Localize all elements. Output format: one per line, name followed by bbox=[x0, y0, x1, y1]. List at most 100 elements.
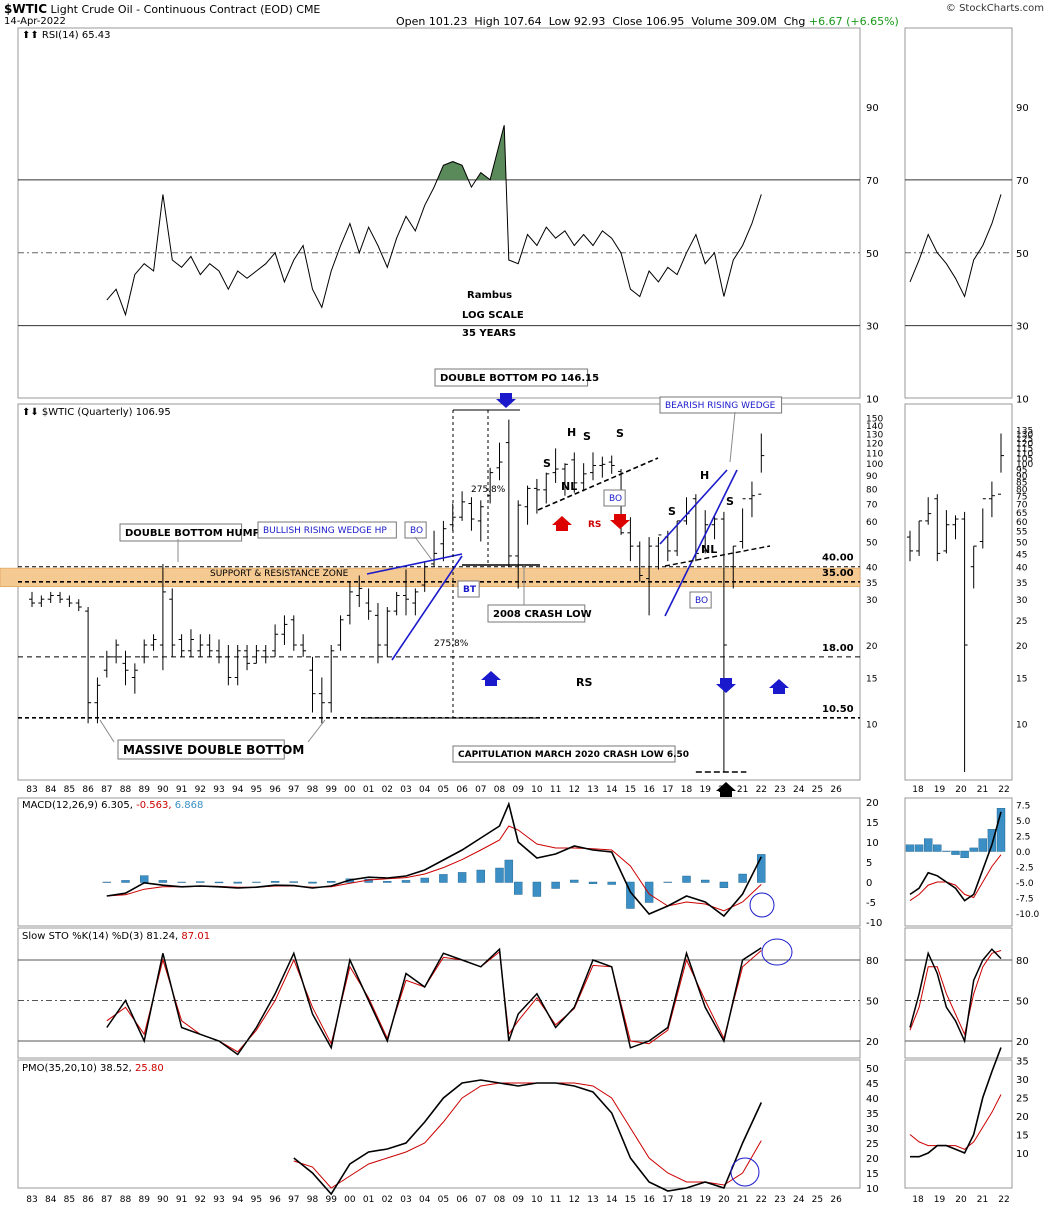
annotation-bt: BT bbox=[463, 585, 477, 595]
x-tick-label: 15 bbox=[625, 785, 636, 795]
price-bar bbox=[57, 591, 64, 604]
x-tick-label-bottom: 96 bbox=[269, 1195, 281, 1205]
annotation-rs-main: RS bbox=[576, 676, 592, 689]
mini-price-tick-label: 95 bbox=[1016, 466, 1027, 476]
price-bar bbox=[159, 563, 166, 671]
mini-price-tick-label: 45 bbox=[1016, 550, 1027, 560]
price-bar bbox=[496, 442, 503, 481]
pmo-tick-label: 35 bbox=[866, 1109, 879, 1120]
x-tick-label: 26 bbox=[830, 785, 842, 795]
price-bar bbox=[655, 534, 662, 570]
annotation-hs-letter: H bbox=[700, 469, 709, 482]
pmo-highlight-circle bbox=[730, 1157, 760, 1187]
mini-price-tick-label: 70 bbox=[1016, 500, 1028, 510]
mini-macd-tick-label: -10.0 bbox=[1016, 910, 1040, 920]
price-bar bbox=[720, 511, 727, 772]
macd-legend-part: MACD(12,26,9) bbox=[22, 800, 101, 811]
price-bar bbox=[365, 588, 372, 620]
price-bar bbox=[356, 575, 363, 607]
mini-rsi-tick-label: 90 bbox=[1016, 103, 1029, 114]
support-resistance-zone bbox=[0, 567, 861, 588]
x-tick-label-bottom: 13 bbox=[587, 1195, 598, 1205]
mini-price-bar bbox=[934, 494, 941, 562]
chart-date: 14-Apr-2022 bbox=[4, 16, 66, 27]
annotation-hs-letter: S bbox=[616, 427, 624, 440]
mini-price-tick-label: 15 bbox=[1016, 674, 1027, 684]
high-label: High bbox=[474, 15, 500, 28]
macd-histogram-bar bbox=[401, 880, 411, 883]
mini-price-tick-label: 10 bbox=[1016, 720, 1028, 730]
rsi-overbought-fill bbox=[437, 161, 469, 180]
price-bar bbox=[599, 456, 606, 478]
annotation-bearish-rising-wedge: BEARISH RISING WEDGE bbox=[665, 401, 776, 411]
x-tick-label: 98 bbox=[307, 785, 319, 795]
bearish-wedge-lower-line bbox=[664, 469, 738, 617]
macd-histogram-bar bbox=[439, 874, 448, 883]
x-tick-label-bottom: 21 bbox=[737, 1195, 748, 1205]
x-tick-label-bottom: 15 bbox=[625, 1195, 636, 1205]
macd-histogram-bar bbox=[214, 881, 224, 884]
price-bar bbox=[253, 644, 260, 664]
pmo-tick-label: 45 bbox=[866, 1079, 879, 1090]
price-bar bbox=[748, 481, 755, 518]
price-bar bbox=[187, 629, 194, 657]
annotation-hs-letter: S bbox=[583, 430, 591, 443]
price-bar bbox=[75, 599, 82, 612]
price-bar bbox=[38, 595, 45, 607]
price-bar bbox=[590, 452, 596, 481]
chg-label: Chg bbox=[783, 15, 806, 28]
panel-frame-price bbox=[17, 403, 861, 781]
macd-histogram-bar bbox=[139, 875, 149, 883]
x-tick-label-bottom: 20 bbox=[718, 1195, 730, 1205]
mini-x-tick-label-bottom: 19 bbox=[934, 1195, 946, 1205]
macd-histogram-bar bbox=[570, 879, 579, 883]
price-level-label: 10.50 bbox=[822, 704, 854, 715]
price-tick-label: 120 bbox=[866, 440, 883, 450]
price-bar bbox=[290, 615, 297, 651]
x-tick-label-bottom: 85 bbox=[64, 1195, 75, 1205]
red-up-arrow bbox=[552, 516, 572, 531]
price-tick-label: 70 bbox=[866, 500, 878, 510]
price-bar bbox=[702, 510, 709, 554]
mini-price-tick-label: 20 bbox=[1016, 642, 1028, 652]
price-bar bbox=[206, 634, 213, 657]
macd-histogram-bar bbox=[476, 869, 485, 883]
macd-histogram-bar bbox=[644, 881, 654, 903]
mini-macd-tick-label: 7.5 bbox=[1016, 802, 1030, 812]
pmo-legend-part: 25.80 bbox=[135, 1063, 164, 1074]
mini-x-tick-label: 22 bbox=[998, 785, 1009, 795]
x-tick-label: 91 bbox=[176, 785, 187, 795]
price-tick-label: 15 bbox=[866, 674, 877, 684]
macd-histogram-bar bbox=[420, 877, 429, 883]
x-tick-label-bottom: 04 bbox=[419, 1195, 431, 1205]
macd-histogram-bar bbox=[551, 881, 560, 889]
mini-price-tick-label: 100 bbox=[1016, 460, 1033, 470]
macd-tick-label: 0 bbox=[866, 878, 872, 889]
price-bar bbox=[543, 472, 550, 504]
x-tick-label-bottom: 06 bbox=[456, 1195, 468, 1205]
price-bar bbox=[739, 498, 746, 549]
mini-sto-tick-label: 20 bbox=[1016, 1037, 1029, 1048]
capitulation-arrow bbox=[716, 782, 736, 797]
mini-macd-line bbox=[909, 811, 1002, 902]
macd-histogram-bar bbox=[607, 881, 616, 885]
mini-price-tick-label: 85 bbox=[1016, 479, 1027, 489]
sto-tick-label: 80 bbox=[866, 956, 879, 967]
macd-histogram-bar bbox=[196, 881, 205, 883]
mini-price-tick-label: 105 bbox=[1016, 455, 1033, 465]
mini-macd-tick-label: -2.5 bbox=[1016, 864, 1034, 874]
price-tick-label: 60 bbox=[866, 518, 878, 528]
price-bar bbox=[459, 491, 466, 521]
mini-rsi-tick-label: 30 bbox=[1016, 322, 1029, 333]
mini-price-bar bbox=[916, 520, 923, 556]
annotation-percent-upper: 275.8% bbox=[471, 485, 506, 495]
price-bar bbox=[225, 644, 232, 686]
mini-macd-histogram-bar bbox=[969, 847, 978, 852]
mini-rsi-line bbox=[909, 194, 1002, 298]
x-tick-label-bottom: 26 bbox=[830, 1195, 842, 1205]
mini-pmo-tick-label: 30 bbox=[1016, 1075, 1029, 1086]
mini-price-tick-label: 120 bbox=[1016, 440, 1033, 450]
annotation-hs-letter: NL bbox=[561, 480, 577, 493]
pmo-tick-label: 40 bbox=[866, 1094, 879, 1105]
mini-macd-histogram-bar bbox=[960, 850, 969, 858]
